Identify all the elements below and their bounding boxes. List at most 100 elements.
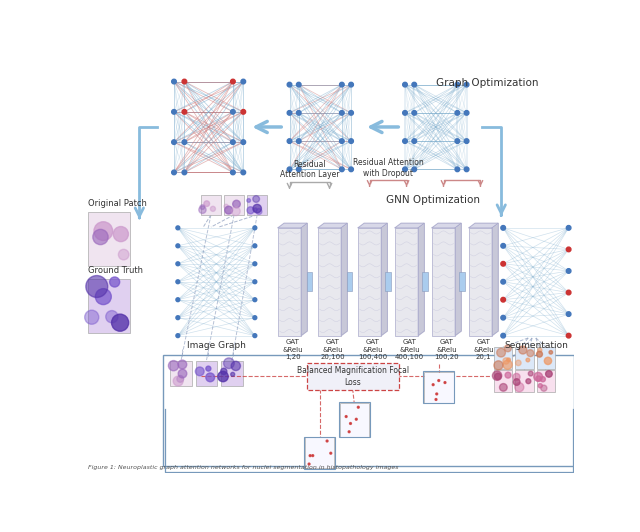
Polygon shape <box>358 223 387 228</box>
Circle shape <box>330 452 332 454</box>
Circle shape <box>403 139 407 144</box>
Circle shape <box>505 372 511 378</box>
Circle shape <box>113 227 129 242</box>
Circle shape <box>253 208 257 212</box>
Circle shape <box>438 380 440 381</box>
FancyBboxPatch shape <box>170 361 192 386</box>
Circle shape <box>536 351 543 357</box>
Circle shape <box>497 348 506 357</box>
Circle shape <box>241 110 246 114</box>
FancyBboxPatch shape <box>395 228 418 336</box>
Circle shape <box>444 381 446 384</box>
Circle shape <box>312 455 314 456</box>
Circle shape <box>241 79 246 84</box>
FancyBboxPatch shape <box>88 212 130 265</box>
Polygon shape <box>469 223 498 228</box>
FancyBboxPatch shape <box>196 361 217 386</box>
Circle shape <box>182 110 187 114</box>
Text: Image Graph: Image Graph <box>187 341 246 350</box>
Circle shape <box>464 82 469 87</box>
FancyBboxPatch shape <box>88 279 130 332</box>
Polygon shape <box>432 223 461 228</box>
Circle shape <box>95 289 111 305</box>
Circle shape <box>253 204 261 213</box>
Circle shape <box>549 351 552 354</box>
Circle shape <box>355 418 357 420</box>
Circle shape <box>84 310 99 325</box>
Circle shape <box>296 82 301 87</box>
Circle shape <box>206 366 211 371</box>
FancyBboxPatch shape <box>460 272 465 292</box>
FancyBboxPatch shape <box>224 195 244 215</box>
Circle shape <box>545 357 552 364</box>
Text: GAT
&Relu
100,20: GAT &Relu 100,20 <box>435 339 459 360</box>
Circle shape <box>501 279 506 284</box>
Circle shape <box>253 298 257 302</box>
Circle shape <box>503 358 509 364</box>
Polygon shape <box>278 223 307 228</box>
Circle shape <box>464 167 469 172</box>
Circle shape <box>93 229 108 245</box>
Circle shape <box>176 334 180 338</box>
FancyBboxPatch shape <box>347 272 352 292</box>
Circle shape <box>345 415 347 418</box>
Circle shape <box>501 226 506 230</box>
Circle shape <box>287 167 292 172</box>
Circle shape <box>519 346 527 354</box>
Circle shape <box>111 314 129 331</box>
FancyBboxPatch shape <box>515 347 534 369</box>
Circle shape <box>309 455 311 456</box>
Circle shape <box>348 431 350 433</box>
Text: GAT
&Relu
1,20: GAT &Relu 1,20 <box>282 339 303 360</box>
Circle shape <box>566 290 571 295</box>
Circle shape <box>230 110 236 114</box>
FancyBboxPatch shape <box>307 363 399 390</box>
Circle shape <box>499 384 507 391</box>
FancyBboxPatch shape <box>307 272 312 292</box>
Circle shape <box>566 226 571 230</box>
Circle shape <box>349 139 353 144</box>
Circle shape <box>541 385 547 391</box>
Circle shape <box>495 373 501 380</box>
Text: Residual Attention
with Dropout: Residual Attention with Dropout <box>353 159 424 178</box>
Circle shape <box>526 358 530 362</box>
Circle shape <box>566 312 571 317</box>
Circle shape <box>308 463 310 465</box>
Circle shape <box>233 200 240 208</box>
Circle shape <box>501 334 506 338</box>
Polygon shape <box>455 223 461 336</box>
Circle shape <box>232 207 240 215</box>
FancyBboxPatch shape <box>469 228 492 336</box>
Circle shape <box>176 226 180 230</box>
Circle shape <box>504 345 511 352</box>
FancyBboxPatch shape <box>221 361 243 386</box>
Circle shape <box>253 316 257 320</box>
Circle shape <box>403 82 407 87</box>
Circle shape <box>455 82 460 87</box>
Circle shape <box>566 269 571 273</box>
FancyBboxPatch shape <box>385 272 391 292</box>
Circle shape <box>432 384 434 386</box>
Circle shape <box>182 170 187 174</box>
Circle shape <box>403 167 407 172</box>
Circle shape <box>247 207 254 214</box>
Circle shape <box>538 384 542 388</box>
Circle shape <box>340 139 344 144</box>
Circle shape <box>287 82 292 87</box>
Circle shape <box>176 244 180 248</box>
Circle shape <box>326 440 328 442</box>
Circle shape <box>287 111 292 115</box>
Circle shape <box>296 111 301 115</box>
Text: GAT
&Relu
100,400: GAT &Relu 100,400 <box>358 339 387 360</box>
Polygon shape <box>301 223 307 336</box>
Circle shape <box>221 368 227 375</box>
Circle shape <box>178 360 187 369</box>
Circle shape <box>106 311 118 323</box>
Circle shape <box>177 376 184 383</box>
Circle shape <box>403 111 407 115</box>
Circle shape <box>176 298 180 302</box>
Text: Figure 1: Neuroplastic graph attention networks for nuclei segmentation in histo: Figure 1: Neuroplastic graph attention n… <box>88 464 398 470</box>
Circle shape <box>176 316 180 320</box>
Text: Segmentation: Segmentation <box>504 341 568 350</box>
Circle shape <box>253 244 257 248</box>
